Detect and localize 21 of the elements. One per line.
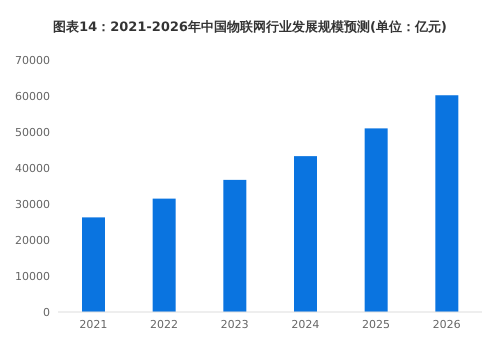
- bar: [152, 198, 176, 312]
- bar: [223, 180, 246, 312]
- y-tick-label: 60000: [15, 90, 50, 103]
- y-tick-label: 20000: [15, 234, 50, 247]
- bar: [294, 156, 317, 312]
- x-tick-label: 2022: [150, 318, 178, 331]
- x-tick-label: 2023: [220, 318, 249, 331]
- y-tick-label: 70000: [15, 54, 50, 67]
- y-tick-label: 50000: [15, 126, 50, 139]
- bar: [82, 217, 105, 312]
- x-tick-label: 2026: [432, 318, 461, 331]
- x-tick-label: 2021: [79, 318, 108, 331]
- x-tick-label: 2025: [362, 318, 390, 331]
- bar: [435, 95, 458, 312]
- y-tick-label: 0: [43, 306, 50, 319]
- bar: [364, 128, 388, 312]
- y-tick-label: 30000: [15, 198, 50, 211]
- y-tick-label: 10000: [15, 270, 50, 283]
- x-tick-label: 2024: [291, 318, 320, 331]
- y-tick-label: 40000: [15, 162, 50, 175]
- chart-title: 图表14：2021-2026年中国物联网行业发展规模预测(单位：亿元): [52, 19, 448, 37]
